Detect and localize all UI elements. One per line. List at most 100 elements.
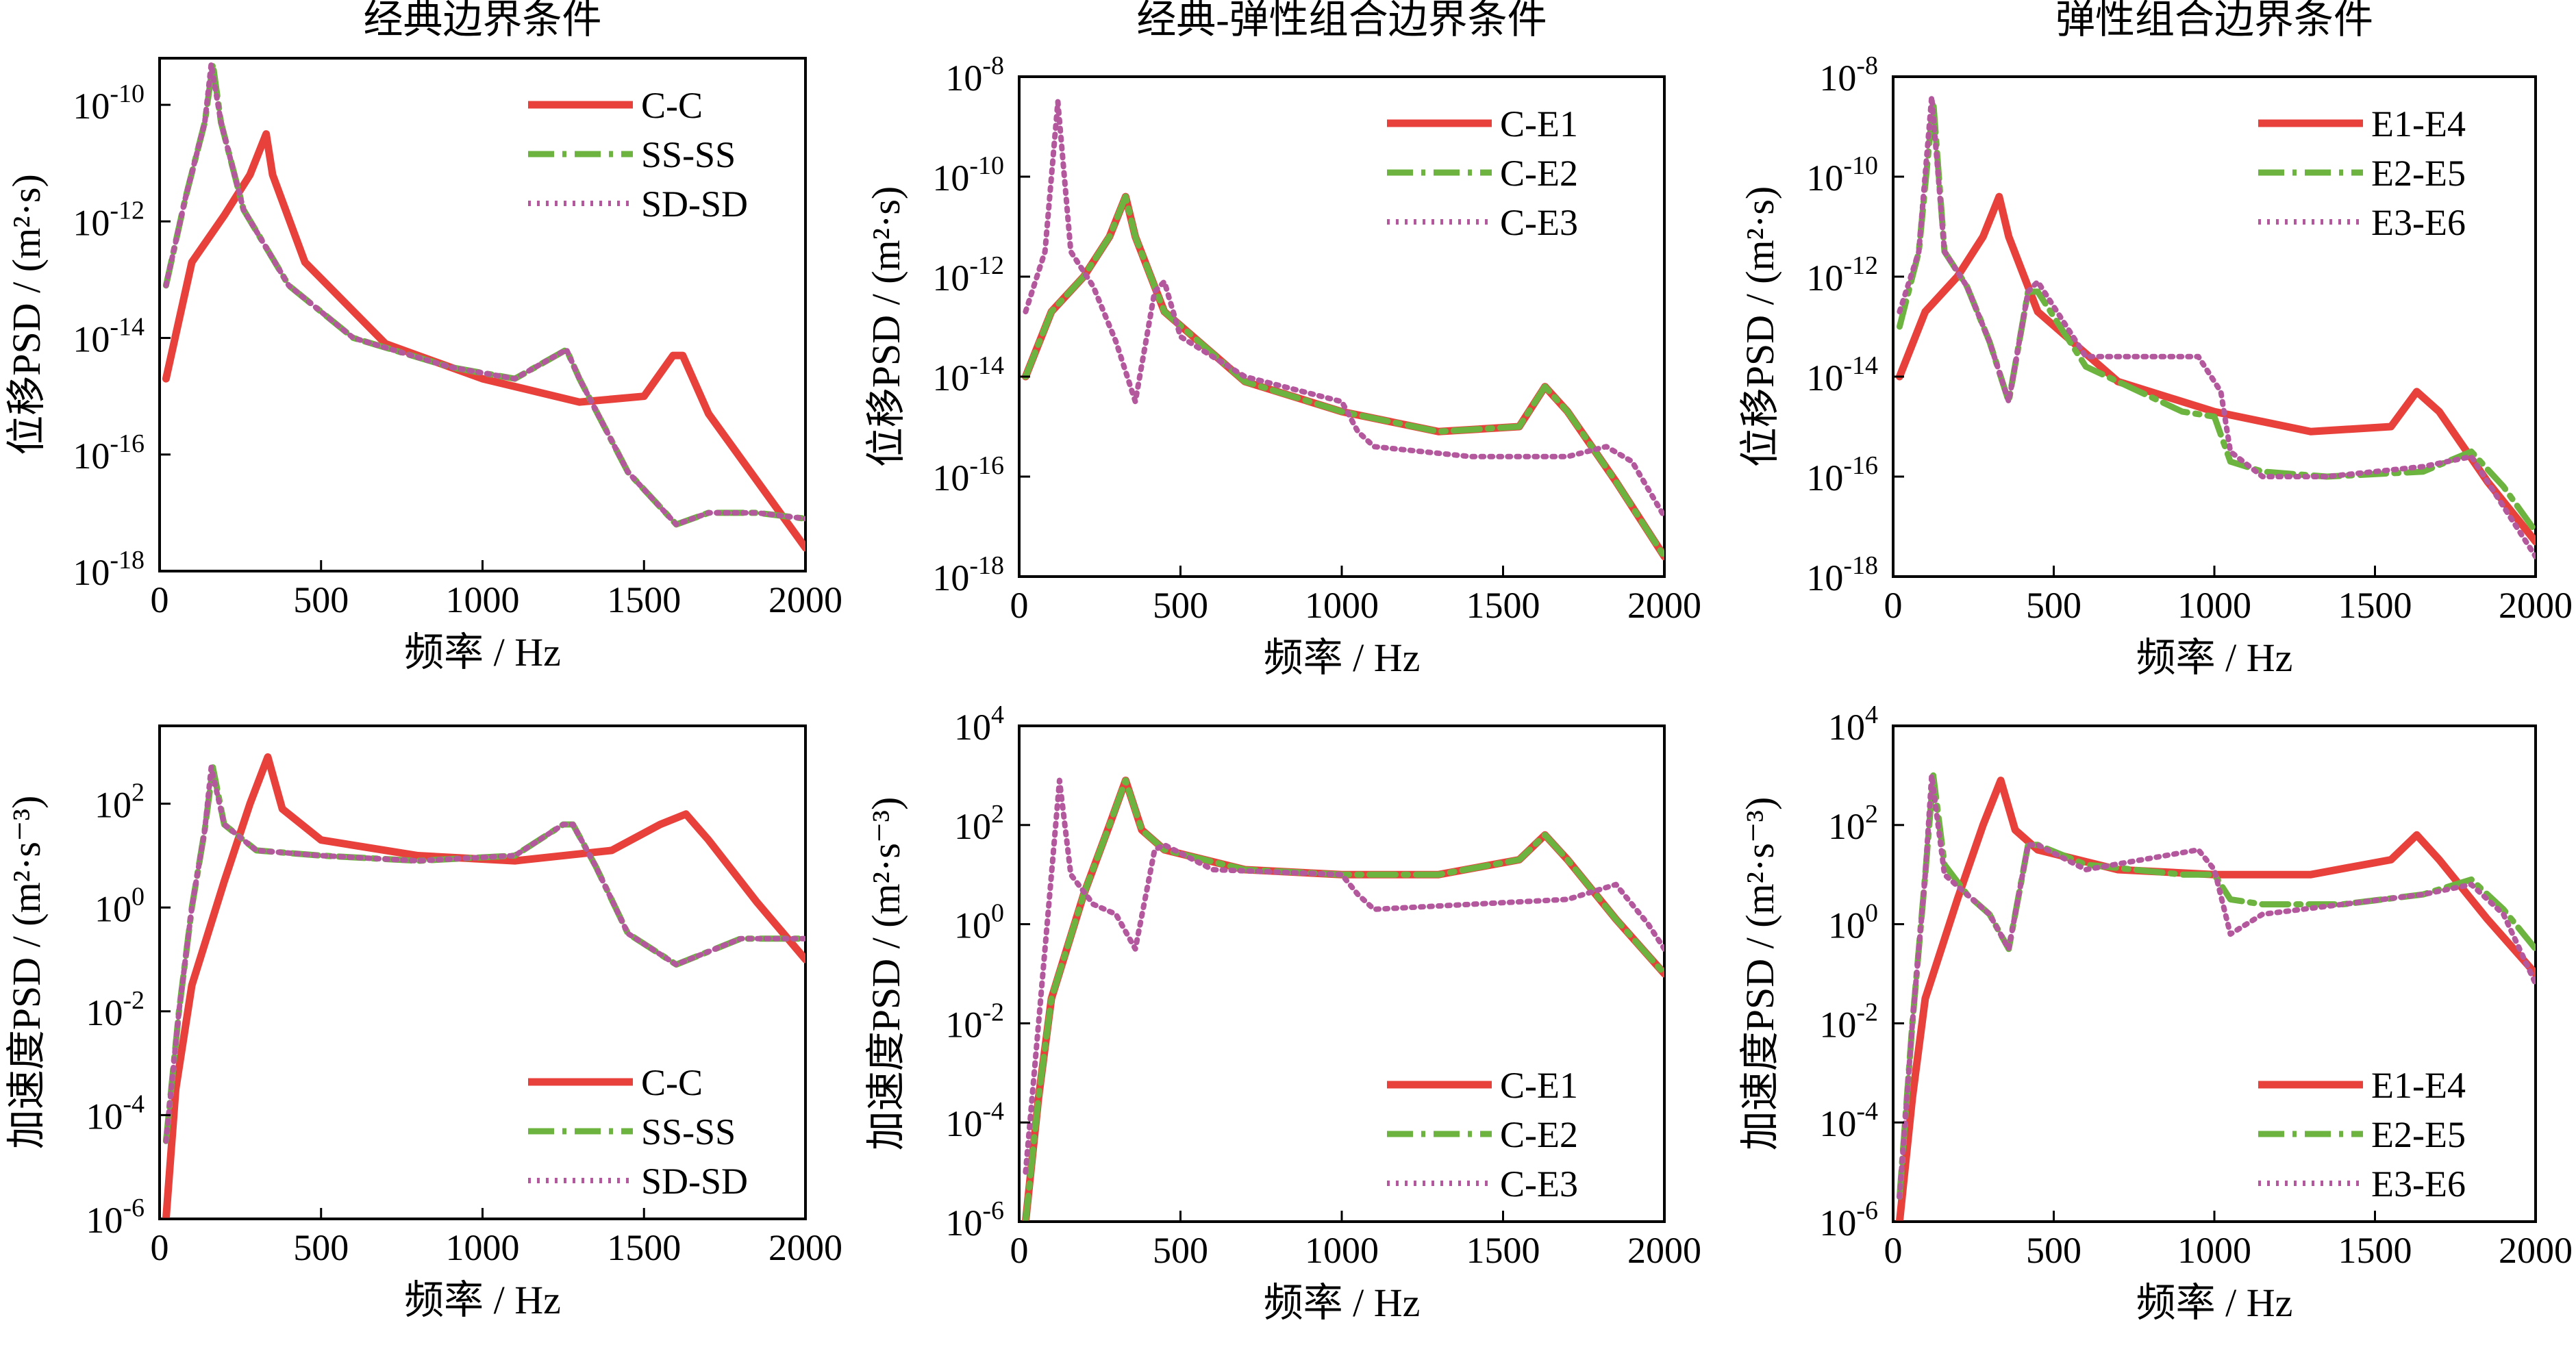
chart-title: 经典边界条件 bbox=[363, 0, 601, 42]
legend-label-sd-sd: SD-SD bbox=[641, 1161, 748, 1202]
legend-label-sd-sd: SD-SD bbox=[641, 184, 748, 225]
y-axis-label: 加速度PSD / (m²·s⁻³) bbox=[864, 797, 908, 1151]
legend-label-c-e1: C-E1 bbox=[1500, 103, 1578, 144]
y-axis-label: 位移PSD / (m²·s) bbox=[864, 186, 908, 468]
series-line-c-e3 bbox=[1023, 99, 1664, 520]
series-line-e1-e4 bbox=[1895, 777, 2536, 1222]
x-tick-label: 2000 bbox=[1627, 1230, 1701, 1271]
x-axis-label: 频率 / Hz bbox=[1264, 1281, 1421, 1325]
y-tick-label: 10-4 bbox=[1819, 1097, 1878, 1144]
x-tick-label: 1000 bbox=[446, 1227, 520, 1268]
chart-panel-1: 0 500 1000 1500 2000 10-18 10-16 10-14 10-12 10-1… bbox=[4, 0, 842, 674]
series-line-c-e2 bbox=[1022, 193, 1664, 560]
x-tick-label: 2000 bbox=[2499, 1230, 2573, 1271]
legend-label-ss-ss: SS-SS bbox=[641, 1111, 736, 1152]
chart-panel-3: 0 500 1000 1500 2000 10-18 10-16 10-14 10-12 10-1… bbox=[1738, 0, 2573, 680]
legend-label-e1-e4: E1-E4 bbox=[2371, 103, 2466, 144]
x-tick-label: 500 bbox=[2026, 1230, 2081, 1271]
y-tick-label: 10-16 bbox=[73, 429, 145, 477]
series-line-ss-ss bbox=[162, 764, 805, 1144]
y-tick-label: 10-10 bbox=[73, 79, 145, 127]
legend-label-c-e3: C-E3 bbox=[1500, 1163, 1578, 1205]
x-tick-label: 0 bbox=[1884, 1230, 1903, 1271]
x-tick-label: 1000 bbox=[2177, 1230, 2251, 1271]
x-axis-label: 频率 / Hz bbox=[404, 1278, 561, 1322]
legend-label-c-e2: C-E2 bbox=[1500, 1114, 1578, 1155]
y-tick-label: 10-12 bbox=[932, 251, 1004, 299]
y-tick-label: 10-18 bbox=[1806, 551, 1878, 598]
x-tick-label: 1000 bbox=[1305, 585, 1379, 626]
x-tick-label: 2000 bbox=[768, 579, 842, 620]
y-tick-label: 10-6 bbox=[1819, 1196, 1878, 1244]
y-tick-label: 100 bbox=[954, 899, 1004, 946]
y-tick-label: 10-12 bbox=[73, 196, 145, 243]
y-tick-label: 10-16 bbox=[1806, 451, 1878, 499]
series-line-c-e3 bbox=[1023, 777, 1664, 1175]
x-axis-label: 频率 / Hz bbox=[2136, 635, 2293, 680]
y-axis-label: 加速度PSD / (m²·s⁻³) bbox=[4, 796, 49, 1150]
x-axis-label: 频率 / Hz bbox=[404, 630, 561, 674]
legend-label-ss-ss: SS-SS bbox=[641, 134, 736, 175]
y-tick-label: 10-18 bbox=[73, 546, 145, 593]
x-tick-label: 0 bbox=[151, 579, 169, 620]
y-tick-label: 104 bbox=[954, 701, 1004, 748]
chart-title: 弹性组合边界条件 bbox=[2055, 0, 2373, 42]
plot-frame bbox=[1892, 75, 2537, 578]
x-tick-label: 1000 bbox=[2177, 585, 2251, 626]
y-axis-label: 加速度PSD / (m²·s⁻³) bbox=[1738, 797, 1782, 1151]
x-tick-label: 500 bbox=[293, 579, 349, 620]
y-tick-label: 10-6 bbox=[945, 1196, 1004, 1244]
series-line-c-c bbox=[162, 130, 805, 552]
y-tick-label: 100 bbox=[1828, 899, 1878, 946]
x-tick-label: 2000 bbox=[2499, 585, 2573, 626]
legend-label-e1-e4: E1-E4 bbox=[2371, 1065, 2466, 1106]
y-tick-label: 10-10 bbox=[932, 151, 1004, 199]
x-tick-label: 1500 bbox=[1466, 585, 1540, 626]
chart-panel-6: 0 500 1000 1500 2000 10-6 10-4 10-2 100 102 104 频率 … bbox=[1738, 701, 2573, 1325]
legend-label-c-e3: C-E3 bbox=[1500, 202, 1578, 243]
series-line-c-e2 bbox=[1022, 777, 1664, 1222]
y-tick-label: 10-6 bbox=[86, 1194, 145, 1241]
legend-label-c-e2: C-E2 bbox=[1500, 153, 1578, 194]
x-tick-label: 1500 bbox=[2338, 1230, 2412, 1271]
series-line-sd-sd bbox=[163, 764, 805, 1144]
x-tick-label: 500 bbox=[2026, 585, 2081, 626]
y-tick-label: 10-4 bbox=[945, 1097, 1004, 1144]
y-tick-label: 10-12 bbox=[1806, 251, 1878, 299]
x-axis-label: 频率 / Hz bbox=[2136, 1281, 2293, 1325]
legend-label-e2-e5: E2-E5 bbox=[2371, 153, 2466, 194]
series-line-e1-e4 bbox=[1895, 192, 2536, 546]
series-line-sd-sd bbox=[163, 61, 805, 527]
y-tick-label: 10-18 bbox=[932, 551, 1004, 598]
y-tick-label: 102 bbox=[1828, 800, 1878, 847]
y-axis-label: 位移PSD / (m²·s) bbox=[4, 174, 49, 455]
x-tick-label: 1500 bbox=[1466, 1230, 1540, 1271]
x-tick-label: 0 bbox=[1010, 1230, 1029, 1271]
x-tick-label: 1000 bbox=[1305, 1230, 1379, 1271]
x-tick-label: 500 bbox=[1153, 585, 1208, 626]
plot-frame bbox=[1018, 75, 1666, 578]
y-tick-label: 102 bbox=[95, 779, 145, 826]
x-tick-label: 1000 bbox=[446, 579, 520, 620]
x-tick-label: 0 bbox=[1884, 585, 1903, 626]
x-tick-label: 0 bbox=[1010, 585, 1029, 626]
y-tick-label: 10-10 bbox=[1806, 151, 1878, 199]
y-tick-label: 10-8 bbox=[1819, 51, 1878, 99]
legend-label-c-e1: C-E1 bbox=[1500, 1065, 1578, 1106]
legend-label-e2-e5: E2-E5 bbox=[2371, 1114, 2466, 1155]
series-line-c-e1 bbox=[1021, 192, 1664, 561]
x-axis-label: 频率 / Hz bbox=[1264, 635, 1421, 680]
y-tick-label: 10-2 bbox=[1819, 998, 1878, 1045]
x-tick-label: 1500 bbox=[607, 579, 681, 620]
chart-title: 经典-弹性组合边界条件 bbox=[1136, 0, 1547, 42]
x-tick-label: 2000 bbox=[768, 1227, 842, 1268]
x-tick-label: 1500 bbox=[607, 1227, 681, 1268]
chart-panel-4: 0 500 1000 1500 2000 10-6 10-4 10-2 100 102 频率 / H… bbox=[4, 724, 842, 1322]
series-line-e3-e6 bbox=[1897, 94, 2536, 559]
x-tick-label: 500 bbox=[1153, 1230, 1208, 1271]
y-tick-label: 10-8 bbox=[945, 51, 1004, 99]
series-line-c-c bbox=[162, 753, 805, 1219]
legend-label-c-c: C-C bbox=[641, 85, 703, 126]
